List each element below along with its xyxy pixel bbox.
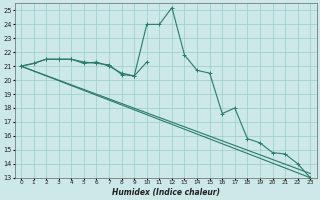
X-axis label: Humidex (Indice chaleur): Humidex (Indice chaleur) (112, 188, 220, 197)
